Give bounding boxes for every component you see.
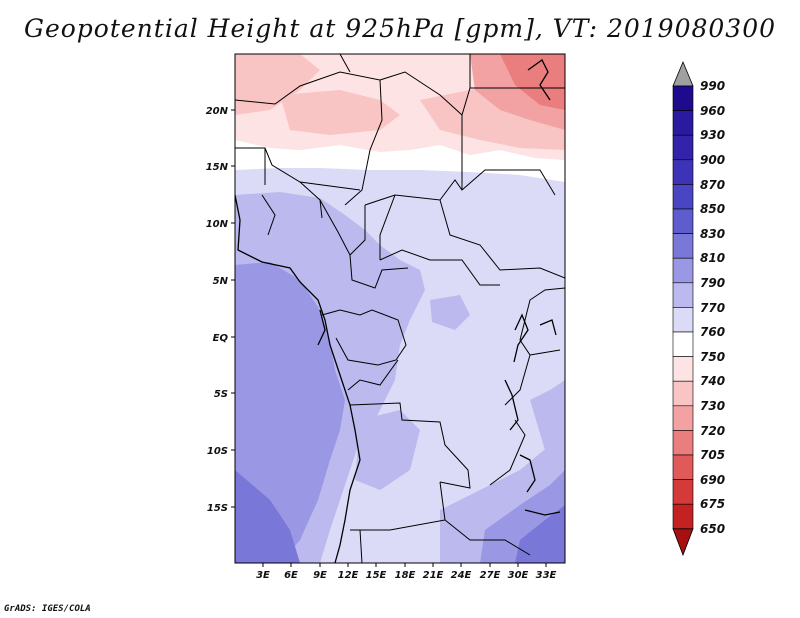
colorbar-swatch — [672, 503, 694, 530]
colorbar-label: 790 — [700, 276, 725, 290]
height-field — [235, 54, 565, 563]
lon-label: 33E — [536, 570, 557, 581]
colorbar-swatch — [672, 282, 694, 308]
colorbar-swatch — [672, 331, 694, 357]
colorbar-label: 770 — [700, 301, 725, 315]
colorbar-swatch — [672, 184, 694, 210]
colorbar-bottom-arrow — [672, 528, 694, 557]
lat-label: 10N — [206, 219, 229, 230]
colorbar-swatch — [672, 233, 694, 259]
lat-label: 15N — [206, 162, 229, 173]
lon-label: 6E — [284, 570, 298, 581]
latitude-axis: 20N 15N 10N 5N EQ 5S 10S 15S — [206, 106, 235, 514]
lon-label: 15E — [366, 570, 387, 581]
footer-credit: GrADS: IGES/COLA — [4, 604, 91, 614]
map-title: Geopotential Height at 925hPa [gpm], VT:… — [23, 14, 777, 43]
colorbar-swatch — [672, 134, 694, 161]
colorbar-label: 730 — [700, 399, 725, 413]
country-borders — [235, 54, 565, 563]
lon-label: 18E — [395, 570, 416, 581]
lat-label: 15S — [207, 503, 228, 514]
lon-label: 30E — [508, 570, 529, 581]
lat-label: 5S — [214, 389, 228, 400]
colorbar-label: 720 — [700, 424, 725, 438]
colorbar-label: 830 — [700, 227, 725, 241]
colorbar-label: 870 — [700, 178, 725, 192]
colorbar-swatch — [672, 405, 694, 431]
lon-label: 12E — [338, 570, 359, 581]
lat-label: 5N — [213, 276, 229, 287]
colorbar-label: 850 — [700, 202, 725, 216]
colorbar-top-arrow — [672, 60, 694, 87]
lat-label: 20N — [206, 106, 229, 117]
colorbar-swatch — [672, 208, 694, 234]
colorbar-label: 960 — [700, 104, 725, 118]
colorbar-label: 990 — [700, 79, 725, 93]
colorbar-label: 690 — [700, 473, 725, 487]
colorbar-swatch — [672, 454, 694, 480]
colorbar-label: 705 — [700, 448, 725, 462]
colorbar-label: 930 — [700, 128, 725, 142]
lon-label: 21E — [423, 570, 444, 581]
colorbar-swatch — [672, 479, 694, 505]
colorbar-label: 810 — [700, 251, 725, 265]
colorbar-swatch — [672, 307, 694, 333]
colorbar-label: 675 — [700, 497, 725, 511]
lat-label: EQ — [213, 333, 229, 344]
map-frame — [234, 53, 566, 564]
colorbar-swatch — [672, 257, 694, 284]
lon-label: 9E — [313, 570, 327, 581]
lon-label: 27E — [480, 570, 501, 581]
colorbar-label: 750 — [700, 350, 725, 364]
colorbar-label: 900 — [700, 153, 725, 167]
colorbar-swatch — [672, 356, 694, 382]
colorbar-label: 650 — [700, 522, 725, 536]
lon-label: 24E — [451, 570, 472, 581]
colorbar-swatch — [672, 159, 694, 185]
lat-label: 10S — [207, 446, 228, 457]
colorbar-swatch — [672, 430, 694, 456]
colorbar-swatch — [672, 110, 694, 136]
colorbar-swatch — [672, 380, 694, 407]
colorbar: 990 960 930 900 870 850 830 810 790 770 … — [672, 60, 725, 557]
lon-label: 3E — [256, 570, 270, 581]
colorbar-label: 740 — [700, 374, 725, 388]
coastlines — [235, 59, 561, 563]
longitude-axis: 3E 6E 9E 12E 15E 18E 21E 24E 27E 30E 33E — [256, 563, 557, 581]
colorbar-swatch — [672, 85, 694, 111]
colorbar-label: 760 — [700, 325, 725, 339]
